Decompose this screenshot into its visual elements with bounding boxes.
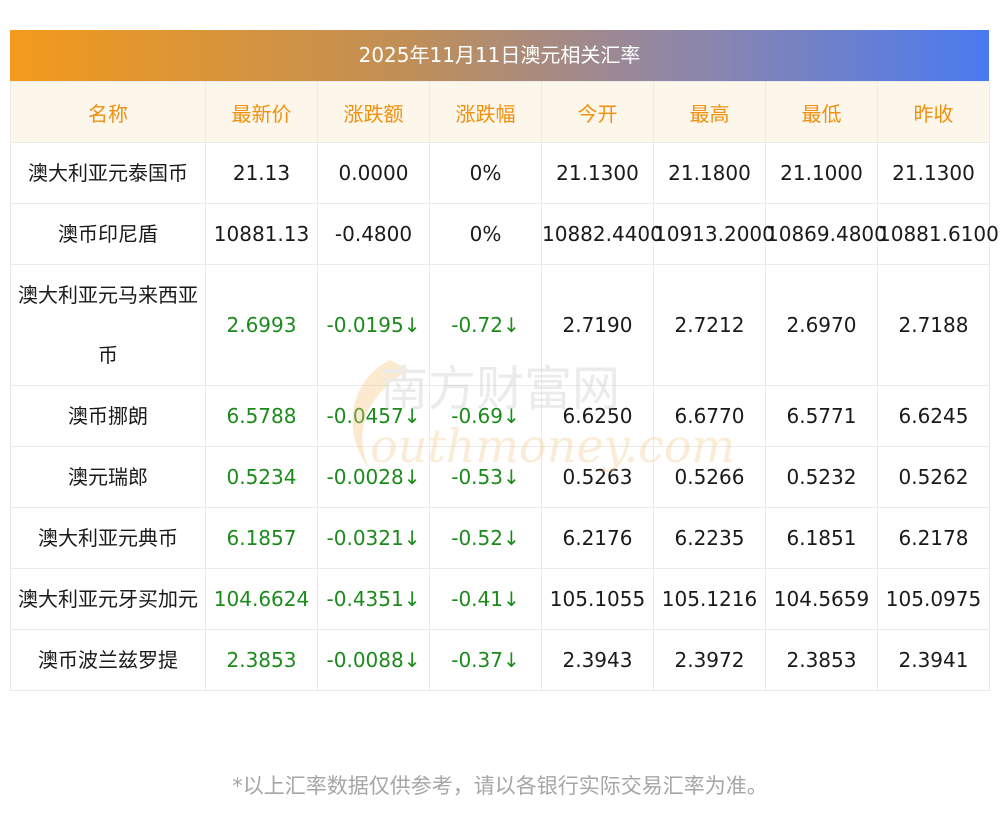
cell-change-pct: -0.37↓ <box>430 630 542 691</box>
cell-change: -0.4800 <box>318 204 430 265</box>
header-high: 最高 <box>654 82 766 143</box>
cell-change-pct: -0.69↓ <box>430 386 542 447</box>
cell-high: 105.1216 <box>654 569 766 630</box>
cell-high: 10913.2000 <box>654 204 766 265</box>
table-row: 澳币挪朗 6.5788 -0.0457↓ -0.69↓ 6.6250 6.6770 6.57… <box>11 386 990 447</box>
rate-table-container: 2025年11月11日澳元相关汇率 名称 最新价 涨跌额 涨跌幅 今开 最高 最… <box>10 30 989 691</box>
header-change: 涨跌额 <box>318 82 430 143</box>
cell-high: 6.6770 <box>654 386 766 447</box>
table-row: 澳币波兰兹罗提 2.3853 -0.0088↓ -0.37↓ 2.3943 2.3972 2… <box>11 630 990 691</box>
cell-prev-close: 6.2178 <box>878 508 990 569</box>
header-latest: 最新价 <box>206 82 318 143</box>
cell-change-pct: 0% <box>430 143 542 204</box>
cell-high: 6.2235 <box>654 508 766 569</box>
cell-prev-close: 6.6245 <box>878 386 990 447</box>
table-row: 澳币印尼盾 10881.13 -0.4800 0% 10882.4400 10913.20… <box>11 204 990 265</box>
cell-change: -0.4351↓ <box>318 569 430 630</box>
cell-name: 澳大利亚元典币 <box>11 508 206 569</box>
cell-low: 6.1851 <box>766 508 878 569</box>
cell-name: 澳币波兰兹罗提 <box>11 630 206 691</box>
cell-low: 21.1000 <box>766 143 878 204</box>
cell-prev-close: 0.5262 <box>878 447 990 508</box>
table-row: 澳大利亚元典币 6.1857 -0.0321↓ -0.52↓ 6.2176 6.2235 6… <box>11 508 990 569</box>
cell-latest: 6.5788 <box>206 386 318 447</box>
cell-open: 10882.4400 <box>542 204 654 265</box>
cell-change: -0.0195↓ <box>318 265 430 386</box>
table-title: 2025年11月11日澳元相关汇率 <box>10 30 989 81</box>
cell-high: 2.3972 <box>654 630 766 691</box>
cell-change: -0.0321↓ <box>318 508 430 569</box>
cell-change: 0.0000 <box>318 143 430 204</box>
cell-name: 澳大利亚元马来西亚币 <box>11 265 206 386</box>
cell-latest: 6.1857 <box>206 508 318 569</box>
cell-prev-close: 105.0975 <box>878 569 990 630</box>
cell-low: 2.6970 <box>766 265 878 386</box>
cell-prev-close: 21.1300 <box>878 143 990 204</box>
cell-latest: 2.6993 <box>206 265 318 386</box>
footnote: *以上汇率数据仅供参考，请以各银行实际交易汇率为准。 <box>0 770 1000 800</box>
cell-open: 6.2176 <box>542 508 654 569</box>
table-header-row: 名称 最新价 涨跌额 涨跌幅 今开 最高 最低 昨收 <box>11 82 990 143</box>
cell-name: 澳元瑞郎 <box>11 447 206 508</box>
cell-low: 6.5771 <box>766 386 878 447</box>
cell-open: 2.3943 <box>542 630 654 691</box>
cell-name: 澳大利亚元泰国币 <box>11 143 206 204</box>
table-row: 澳大利亚元马来西亚币 2.6993 -0.0195↓ -0.72↓ 2.7190 2.72… <box>11 265 990 386</box>
cell-change-pct: -0.72↓ <box>430 265 542 386</box>
table-row: 澳元瑞郎 0.5234 -0.0028↓ -0.53↓ 0.5263 0.5266 0.52… <box>11 447 990 508</box>
cell-latest: 21.13 <box>206 143 318 204</box>
cell-change-pct: -0.53↓ <box>430 447 542 508</box>
cell-change-pct: -0.41↓ <box>430 569 542 630</box>
cell-low: 2.3853 <box>766 630 878 691</box>
cell-open: 0.5263 <box>542 447 654 508</box>
header-name: 名称 <box>11 82 206 143</box>
cell-open: 6.6250 <box>542 386 654 447</box>
cell-change-pct: 0% <box>430 204 542 265</box>
cell-prev-close: 2.7188 <box>878 265 990 386</box>
cell-change-pct: -0.52↓ <box>430 508 542 569</box>
header-low: 最低 <box>766 82 878 143</box>
exchange-rate-table: 名称 最新价 涨跌额 涨跌幅 今开 最高 最低 昨收 澳大利亚元泰国币 21.13… <box>10 81 990 691</box>
cell-high: 2.7212 <box>654 265 766 386</box>
cell-open: 2.7190 <box>542 265 654 386</box>
cell-change: -0.0457↓ <box>318 386 430 447</box>
cell-open: 105.1055 <box>542 569 654 630</box>
header-open: 今开 <box>542 82 654 143</box>
header-change-pct: 涨跌幅 <box>430 82 542 143</box>
table-row: 澳大利亚元泰国币 21.13 0.0000 0% 21.1300 21.1800 21.10… <box>11 143 990 204</box>
cell-prev-close: 2.3941 <box>878 630 990 691</box>
cell-name: 澳大利亚元牙买加元 <box>11 569 206 630</box>
table-row: 澳大利亚元牙买加元 104.6624 -0.4351↓ -0.41↓ 105.1055 1… <box>11 569 990 630</box>
cell-change: -0.0028↓ <box>318 447 430 508</box>
cell-latest: 104.6624 <box>206 569 318 630</box>
cell-name: 澳币挪朗 <box>11 386 206 447</box>
cell-high: 21.1800 <box>654 143 766 204</box>
cell-low: 104.5659 <box>766 569 878 630</box>
cell-name: 澳币印尼盾 <box>11 204 206 265</box>
cell-low: 10869.4800 <box>766 204 878 265</box>
cell-latest: 2.3853 <box>206 630 318 691</box>
cell-open: 21.1300 <box>542 143 654 204</box>
cell-high: 0.5266 <box>654 447 766 508</box>
cell-latest: 0.5234 <box>206 447 318 508</box>
cell-low: 0.5232 <box>766 447 878 508</box>
cell-latest: 10881.13 <box>206 204 318 265</box>
header-prev-close: 昨收 <box>878 82 990 143</box>
cell-prev-close: 10881.6100 <box>878 204 990 265</box>
cell-change: -0.0088↓ <box>318 630 430 691</box>
